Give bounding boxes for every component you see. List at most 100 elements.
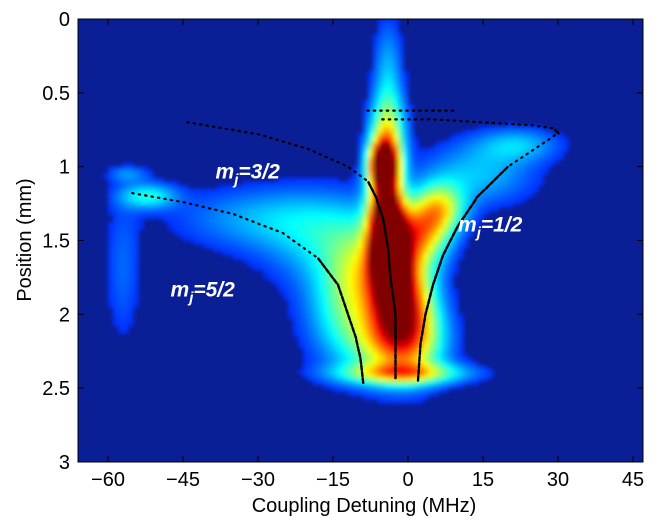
heatmap-cell (448, 336, 454, 341)
heatmap-cell (433, 281, 439, 286)
heatmap-cell (398, 336, 404, 341)
heatmap-cell (383, 395, 389, 400)
heatmap-cell (478, 377, 484, 382)
heatmap-cell (433, 270, 439, 275)
heatmap-cell (438, 151, 444, 157)
heatmap-cell (283, 244, 289, 249)
heatmap-cell (383, 303, 389, 308)
heatmap-cell (373, 96, 379, 101)
curve-mark (358, 174, 362, 178)
heatmap-cell (353, 391, 359, 397)
heatmap-cell (273, 229, 279, 234)
heatmap-cell (368, 233, 374, 238)
heatmap-cell (288, 310, 294, 315)
heatmap-cell (273, 192, 279, 197)
heatmap-cell (288, 207, 294, 212)
heatmap-cell (323, 362, 329, 367)
heatmap-cell (303, 314, 309, 319)
heatmap-cell (468, 233, 474, 238)
heatmap-cell (463, 218, 469, 223)
heatmap-cell (303, 325, 309, 330)
heatmap-cell (413, 137, 419, 142)
heatmap-cell (398, 281, 404, 286)
heatmap-cell (298, 236, 304, 242)
curve-mark (445, 242, 450, 250)
heatmap-cell (133, 262, 139, 267)
heatmap-cell (393, 33, 399, 39)
heatmap-cell (468, 155, 474, 160)
heatmap-cell (408, 321, 414, 327)
heatmap-cell (423, 303, 429, 308)
heatmap-cell (453, 321, 459, 327)
heatmap-cell (418, 329, 424, 334)
heatmap-cell (498, 151, 504, 157)
heatmap-cell (533, 166, 539, 171)
heatmap-cell (108, 240, 114, 245)
heatmap-cell (418, 251, 424, 256)
heatmap-cell (313, 203, 319, 208)
heatmap-cell (433, 159, 439, 164)
heatmap-cell (403, 203, 409, 208)
heatmap-cell (433, 233, 439, 238)
heatmap-cell (143, 166, 149, 171)
heatmap-cell (308, 203, 314, 208)
heatmap-cell (448, 203, 454, 208)
heatmap-cell (113, 229, 119, 234)
heatmap-cell (418, 222, 424, 227)
heatmap-cell (518, 170, 524, 175)
heatmap-cell (388, 122, 394, 127)
heatmap-cell (308, 310, 314, 315)
heatmap-cell (248, 262, 254, 267)
heatmap-cell (338, 366, 344, 371)
heatmap-cell (368, 347, 374, 352)
heatmap-cell (483, 148, 489, 153)
heatmap-cell (323, 377, 329, 382)
heatmap-cell (448, 358, 454, 363)
heatmap-cell (118, 318, 124, 323)
curve-mark (324, 267, 330, 274)
heatmap-cell (398, 89, 404, 94)
heatmap-cell (388, 148, 394, 153)
heatmap-cell (498, 140, 504, 146)
heatmap-cell (393, 384, 399, 389)
heatmap-cell (283, 196, 289, 201)
heatmap-cell (383, 336, 389, 341)
heatmap-cell (308, 343, 314, 349)
heatmap-cell (233, 225, 239, 231)
heatmap-cell (258, 244, 264, 249)
heatmap-cell (113, 199, 119, 205)
heatmap-cell (373, 325, 379, 330)
heatmap-cell (433, 321, 439, 327)
heatmap-cell (178, 207, 184, 212)
heatmap-cell (453, 162, 459, 168)
heatmap-cell (308, 288, 314, 293)
heatmap-cell (368, 373, 374, 378)
heatmap-cell (263, 196, 269, 201)
heatmap-cell (433, 391, 439, 397)
heatmap-cell (333, 310, 339, 315)
heatmap-cell (128, 266, 134, 271)
heatmap-cell (128, 251, 134, 256)
heatmap-cell (393, 151, 399, 157)
heatmap-cell (333, 247, 339, 253)
heatmap-cell (528, 166, 534, 171)
heatmap-cell (303, 199, 309, 205)
heatmap-cell (393, 214, 399, 219)
heatmap-cell (153, 214, 159, 219)
heatmap-cell (453, 192, 459, 197)
curve-mark (263, 224, 267, 228)
heatmap-cell (388, 351, 394, 356)
heatmap-cell (128, 233, 134, 238)
heatmap-cell (393, 295, 399, 301)
heatmap-cell (263, 214, 269, 219)
heatmap-cell (388, 162, 394, 168)
heatmap-cell (423, 332, 429, 338)
heatmap-cell (278, 288, 284, 293)
heatmap-cell (373, 332, 379, 338)
heatmap-cell (333, 203, 339, 208)
heatmap-cell (403, 266, 409, 271)
heatmap-cell (483, 144, 489, 149)
heatmap-cell (348, 199, 354, 205)
heatmap-cell (443, 281, 449, 286)
heatmap-cell (463, 214, 469, 219)
